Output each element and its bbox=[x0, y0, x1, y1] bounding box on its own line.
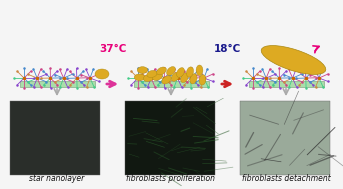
Ellipse shape bbox=[153, 73, 163, 81]
Ellipse shape bbox=[137, 67, 148, 73]
Ellipse shape bbox=[143, 75, 154, 81]
Ellipse shape bbox=[199, 75, 206, 85]
Bar bbox=[240, 101, 330, 175]
Bar bbox=[133, 81, 209, 87]
Ellipse shape bbox=[147, 70, 157, 77]
Ellipse shape bbox=[171, 72, 180, 81]
Text: fibroblasts proliferation: fibroblasts proliferation bbox=[127, 174, 215, 183]
Ellipse shape bbox=[261, 46, 326, 74]
Bar bbox=[248, 81, 323, 87]
Bar bbox=[125, 101, 215, 175]
Ellipse shape bbox=[95, 69, 109, 79]
Bar bbox=[10, 101, 100, 175]
Bar bbox=[20, 81, 95, 87]
Ellipse shape bbox=[177, 68, 185, 77]
Text: 37°C: 37°C bbox=[99, 44, 126, 54]
Ellipse shape bbox=[167, 67, 175, 75]
Ellipse shape bbox=[190, 74, 197, 84]
Ellipse shape bbox=[187, 67, 193, 77]
Ellipse shape bbox=[180, 73, 188, 83]
Ellipse shape bbox=[134, 74, 145, 81]
Ellipse shape bbox=[162, 76, 171, 84]
Text: star nanolayer: star nanolayer bbox=[29, 174, 85, 183]
Ellipse shape bbox=[157, 67, 166, 75]
Ellipse shape bbox=[196, 65, 203, 76]
Text: fibroblasts detachment: fibroblasts detachment bbox=[241, 174, 330, 183]
Text: 18°C: 18°C bbox=[214, 44, 241, 54]
